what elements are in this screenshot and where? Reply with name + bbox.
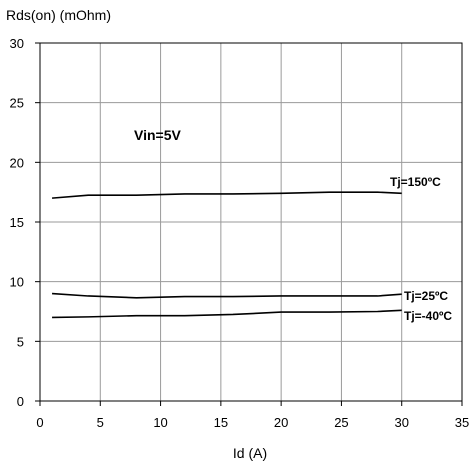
y-tick-label: 30 <box>10 36 24 51</box>
x-tick-label: 15 <box>214 415 228 430</box>
x-tick-label: 10 <box>153 415 167 430</box>
x-tick-label: 20 <box>274 415 288 430</box>
series-label: Tj=150ºC <box>390 175 441 189</box>
x-tick-label: 0 <box>36 415 43 430</box>
series-label: Tj=-40ºC <box>404 309 452 323</box>
y-tick-label: 15 <box>10 215 24 230</box>
y-tick-label: 0 <box>17 394 24 409</box>
vin-annotation: Vin=5V <box>134 127 181 143</box>
series-group: Tj=150ºC Tj=25ºC Tj=-40ºC <box>51 175 452 323</box>
x-tick-label: 25 <box>334 415 348 430</box>
grid <box>40 43 462 401</box>
y-axis-label: Rds(on) (mOhm) <box>6 7 111 23</box>
y-tick-label: 20 <box>10 155 24 170</box>
series-line <box>51 191 402 199</box>
x-tick-label: 35 <box>455 415 469 430</box>
series-line <box>52 309 402 319</box>
y-axis-ticks: 0 5 10 15 20 25 30 <box>10 36 40 409</box>
series-line <box>52 292 402 299</box>
y-tick-label: 25 <box>10 96 24 111</box>
x-axis-label: Id (A) <box>233 445 267 461</box>
x-axis-ticks: 0 5 10 15 20 25 30 35 <box>36 401 469 430</box>
y-tick-label: 5 <box>17 334 24 349</box>
x-tick-label: 5 <box>97 415 104 430</box>
y-tick-label: 10 <box>10 275 24 290</box>
x-tick-label: 30 <box>394 415 408 430</box>
series-label: Tj=25ºC <box>404 289 448 303</box>
